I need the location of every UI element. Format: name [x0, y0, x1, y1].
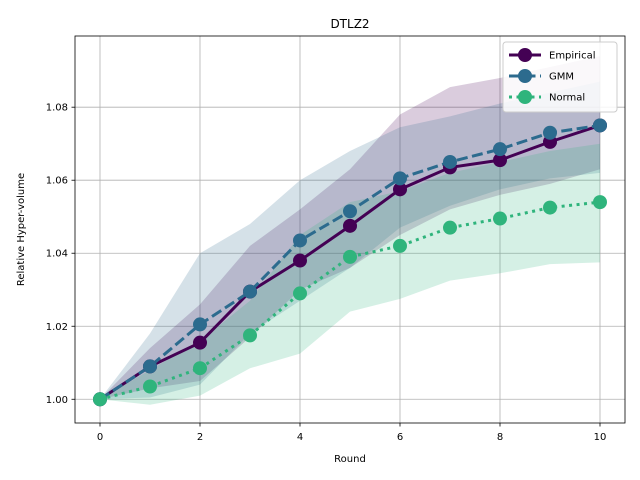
- x-tick-label: 6: [397, 432, 403, 443]
- gmm-band: [100, 81, 600, 400]
- y-tick-label: 1.04: [46, 249, 68, 260]
- legend-gmm-label: GMM: [549, 72, 574, 83]
- empirical-point: [393, 182, 407, 197]
- y-tick-label: 1.08: [46, 103, 68, 114]
- normal-point: [243, 328, 257, 343]
- y-axis-label: Relative Hyper-volume: [16, 173, 27, 286]
- y-tick-label: 1.02: [46, 322, 68, 333]
- gmm-point: [393, 171, 407, 186]
- x-tick-label: 10: [594, 432, 607, 443]
- series-markers: [93, 118, 607, 407]
- gmm-point: [293, 233, 307, 248]
- plot-area-frame: [74, 35, 626, 424]
- normal-point: [443, 220, 457, 235]
- empirical-point: [493, 153, 507, 168]
- legend-empirical-label: Empirical: [549, 51, 595, 62]
- normal-band: [100, 143, 600, 405]
- empirical-point: [193, 335, 207, 350]
- y-tick-label: 1.06: [46, 176, 68, 187]
- gmm-point: [243, 284, 257, 299]
- normal-point: [343, 249, 357, 264]
- gmm-point: [143, 359, 157, 374]
- x-tick-label: 4: [297, 432, 303, 443]
- axis-ticks: 0 2 4 6 8 10 1.00 1.02 1.04 1.06 1.08: [46, 103, 607, 443]
- normal-point: [393, 238, 407, 253]
- gmm-point: [443, 154, 457, 169]
- normal-point: [193, 361, 207, 376]
- gmm-point: [493, 142, 507, 157]
- gmm-point: [193, 317, 207, 332]
- y-tick-label: 1.00: [46, 395, 68, 406]
- empirical-point: [343, 218, 357, 233]
- x-tick-label: 0: [97, 432, 103, 443]
- normal-point: [93, 392, 107, 407]
- gmm-point: [543, 125, 557, 140]
- normal-point: [593, 195, 607, 210]
- normal-point: [543, 200, 557, 215]
- empirical-point: [293, 253, 307, 268]
- gmm-point: [593, 118, 607, 133]
- legend: Empirical GMM Normal: [502, 41, 618, 113]
- legend-normal-label: Normal: [549, 93, 585, 104]
- gmm-point: [343, 204, 357, 219]
- x-tick-label: 8: [497, 432, 503, 443]
- normal-point: [493, 211, 507, 226]
- legend-empirical-marker: [518, 48, 532, 62]
- x-tick-label: 2: [197, 432, 203, 443]
- legend-normal-marker: [518, 90, 532, 104]
- chart-title: DTLZ2: [330, 17, 369, 31]
- normal-point: [143, 379, 157, 394]
- x-axis-label: Round: [334, 454, 366, 465]
- normal-point: [293, 286, 307, 301]
- legend-gmm-marker: [518, 69, 532, 83]
